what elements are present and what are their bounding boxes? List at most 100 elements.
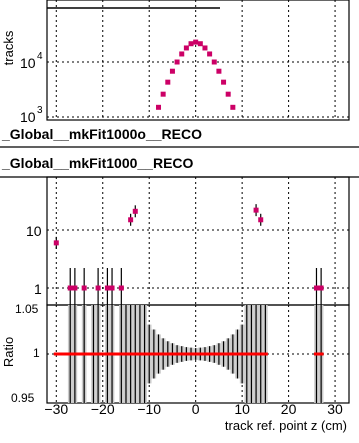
top-point-14 — [216, 68, 222, 74]
top-point-17 — [230, 104, 236, 110]
ratio-point-1 — [58, 352, 64, 356]
ratio-xlabel: track ref. point z (cm) — [225, 418, 347, 433]
ratio-point-28 — [183, 352, 189, 356]
mid-point-9 — [132, 208, 138, 214]
ratio-xtick-labels: −30 −20 −10 0 10 20 30 — [44, 401, 343, 417]
ratio-xtick-label-2: −10 — [137, 401, 161, 417]
ratio-point-11 — [104, 352, 110, 356]
top-point-13 — [211, 59, 217, 65]
legend-entry-2: _Global__mkFit1000__RECO — [1, 155, 194, 171]
top-point-5 — [174, 59, 180, 65]
top-point-12 — [207, 51, 213, 57]
ratio-points — [53, 352, 324, 356]
ratio-point-23 — [160, 352, 166, 356]
top-ytick-label-10-4-exp: 4 — [37, 51, 43, 62]
top-point-9 — [193, 39, 199, 45]
mid-ytick-label-1: 1 — [34, 281, 42, 297]
ratio-point-0 — [53, 352, 59, 356]
ratio-point-10 — [100, 352, 106, 356]
ratio-point-20 — [146, 352, 152, 356]
ratio-point-36 — [221, 352, 227, 356]
mid-point-0 — [53, 240, 59, 246]
top-point-11 — [202, 45, 208, 51]
legend-entry-1: _Global__mkFit1000o__RECO — [1, 126, 202, 142]
mid-point-11 — [258, 217, 264, 223]
ratio-point-24 — [165, 352, 171, 356]
middle-panel-grid — [47, 177, 349, 305]
ratio-point-30 — [193, 352, 199, 356]
ratio-point-13 — [114, 352, 120, 356]
ratio-point-47 — [318, 352, 324, 356]
top-ytick-label-10-3-exp: 3 — [37, 105, 43, 116]
mid-point-2 — [72, 285, 78, 291]
top-panel-points — [156, 39, 236, 110]
ratio-point-41 — [244, 352, 250, 356]
legend-strip-1 — [0, 122, 359, 144]
ratio-point-33 — [207, 352, 213, 356]
mid-point-6 — [109, 285, 115, 291]
top-point-4 — [169, 68, 175, 74]
top-point-8 — [188, 41, 194, 47]
ratio-xtick-label-4: 10 — [234, 401, 250, 417]
top-point-2 — [160, 91, 166, 97]
ratio-ytick-label-1: 1 — [33, 346, 40, 360]
ratio-xtick-label-1: −20 — [91, 401, 115, 417]
top-point-7 — [183, 45, 189, 51]
middle-panel-points — [53, 204, 324, 305]
mid-point-8 — [128, 217, 134, 223]
ratio-point-46 — [313, 352, 319, 356]
ratio-xtick-label-0: −30 — [44, 401, 68, 417]
ratio-point-17 — [132, 352, 138, 356]
top-ytick-label-10-3-base: 10 — [20, 109, 36, 125]
ratio-point-4 — [72, 352, 78, 356]
top-point-3 — [165, 79, 171, 85]
ratio-point-27 — [179, 352, 185, 356]
top-panel-frame — [46, 0, 350, 121]
mid-point-5 — [104, 285, 110, 291]
ratio-point-5 — [77, 352, 83, 356]
ratio-point-42 — [248, 352, 254, 356]
ratio-point-18 — [137, 352, 143, 356]
ratio-point-43 — [253, 352, 259, 356]
top-point-6 — [179, 51, 185, 57]
mid-point-7 — [118, 285, 124, 291]
ratio-point-32 — [202, 352, 208, 356]
mid-ytick-label-10: 10 — [26, 223, 42, 239]
ratio-point-25 — [169, 352, 175, 356]
top-point-10 — [197, 41, 203, 47]
ratio-point-37 — [225, 352, 231, 356]
ratio-point-7 — [86, 352, 92, 356]
ratio-point-9 — [95, 352, 101, 356]
ratio-point-26 — [174, 352, 180, 356]
top-ytick-label-10-4-base: 10 — [20, 55, 36, 71]
top-ylabel: tracks — [1, 30, 16, 65]
ratio-xtick-label-3: 0 — [192, 401, 200, 417]
ratio-point-8 — [90, 352, 96, 356]
ratio-point-38 — [230, 352, 236, 356]
ratio-point-2 — [63, 352, 69, 356]
top-point-1 — [156, 104, 162, 110]
ratio-ylabel: Ratio — [1, 337, 16, 367]
ratio-point-35 — [216, 352, 222, 356]
mid-point-12 — [313, 285, 319, 291]
ratio-point-40 — [239, 352, 245, 356]
top-panel-grid — [47, 0, 349, 120]
top-point-16 — [225, 91, 231, 97]
ratio-point-6 — [81, 352, 87, 356]
ratio-point-16 — [128, 352, 134, 356]
ratio-point-31 — [197, 352, 203, 356]
ratio-ytick-label-0-95: 0.95 — [11, 391, 35, 405]
ratio-point-12 — [109, 352, 115, 356]
ratio-point-15 — [123, 352, 129, 356]
ratio-point-21 — [151, 352, 157, 356]
ratio-point-45 — [262, 352, 268, 356]
mid-point-1 — [67, 285, 73, 291]
middle-panel-frame — [46, 176, 350, 306]
ratio-point-29 — [188, 352, 194, 356]
top-point-15 — [221, 79, 227, 85]
ratio-ytick-label-1-05: 1.05 — [15, 302, 39, 316]
ratio-point-19 — [142, 352, 148, 356]
mid-point-3 — [81, 285, 87, 291]
mid-point-13 — [318, 285, 324, 291]
